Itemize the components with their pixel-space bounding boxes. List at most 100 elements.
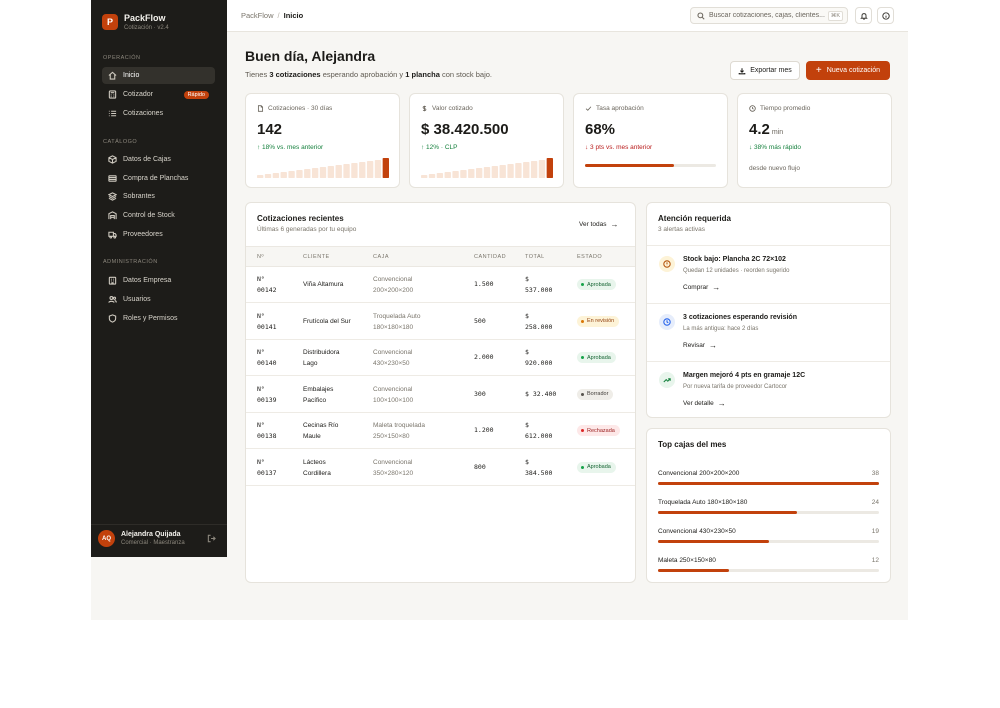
spark-bar bbox=[499, 165, 506, 178]
sidebar-item-label: Proveedores bbox=[123, 231, 163, 238]
col-total: TOTAL bbox=[525, 254, 545, 260]
box-type: Maleta troquelada 250×150×80 bbox=[373, 422, 426, 440]
spark-bar bbox=[515, 163, 522, 178]
spark-bar bbox=[444, 172, 451, 178]
kpi-delta: ↑ 12% · CLP bbox=[421, 144, 458, 151]
quantity: 500 bbox=[474, 316, 486, 325]
arrow-right-icon: → bbox=[717, 399, 726, 408]
kpi-value: $ 38.420.500 bbox=[421, 121, 509, 138]
box-count: 12 bbox=[871, 557, 879, 564]
table-header: Nº CLIENTE CAJA CANTIDAD TOTAL ESTADO bbox=[246, 246, 635, 267]
kpi-footnote: desde nuevo flujo bbox=[749, 165, 800, 172]
sidebar-item-inicio[interactable]: Inicio bbox=[102, 67, 215, 84]
spark-bar bbox=[483, 167, 491, 178]
spark-bar bbox=[351, 163, 358, 178]
alert-action-link[interactable]: Ver detalle → bbox=[683, 399, 726, 408]
sidebar-item-compra-planchas[interactable]: Compra de Planchas bbox=[102, 170, 215, 187]
spark-bar bbox=[288, 171, 295, 178]
sidebar-item-cotizaciones[interactable]: Cotizaciones bbox=[102, 105, 215, 122]
notifications-button[interactable] bbox=[855, 7, 872, 24]
info-button[interactable] bbox=[877, 7, 894, 24]
quantity: 300 bbox=[474, 389, 486, 398]
approval-progress bbox=[585, 164, 716, 167]
box-name: Troquelada Auto 180×180×180 bbox=[658, 499, 748, 506]
page-title: Buen día, Alejandra bbox=[245, 48, 376, 64]
sidebar-item-proveedores[interactable]: Proveedores bbox=[102, 226, 215, 243]
total: $ 32.400 bbox=[525, 389, 557, 398]
new-quote-button[interactable]: + Nueva cotización bbox=[806, 61, 890, 80]
export-month-button[interactable]: Exportar mes bbox=[730, 61, 800, 80]
kpi-delta: ↓ 3 pts vs. mes anterior bbox=[585, 144, 653, 151]
table-row[interactable]: N° 00141 Frutícola del Sur Troquelada Aut… bbox=[246, 304, 635, 340]
sidebar-item-control-stock[interactable]: Control de Stock bbox=[102, 207, 215, 224]
kpi-value: 142 bbox=[257, 121, 283, 138]
alert-icon bbox=[659, 256, 675, 272]
kpi-card-cotizaciones: Cotizaciones · 30 días 142 ↑ 18% vs. mes… bbox=[245, 93, 400, 188]
breadcrumb-root[interactable]: PackFlow bbox=[241, 11, 274, 20]
box-bar-fill bbox=[658, 482, 879, 485]
table-row[interactable]: N° 00142 Viña Altamura Convencional 200×20… bbox=[246, 267, 635, 303]
table-row[interactable]: N° 00139 Embalajes Pacífico Convencional 10… bbox=[246, 377, 635, 413]
badge-rapido: Rápido bbox=[183, 90, 209, 99]
info-icon bbox=[881, 11, 890, 20]
card-title: Top cajas del mes bbox=[658, 440, 727, 449]
brand-version: Cotización · v2.4 bbox=[124, 25, 169, 31]
recent-quotes-card: Cotizaciones recientes Últimas 6 generad… bbox=[245, 202, 636, 583]
search-box[interactable]: ⌘K bbox=[690, 7, 848, 24]
box-bar-fill bbox=[658, 511, 798, 514]
view-all-link[interactable]: Ver todas → bbox=[579, 220, 619, 229]
avatar: AQ bbox=[98, 530, 115, 547]
brand[interactable]: P PackFlow Cotización · v2.4 bbox=[102, 13, 169, 31]
table-row[interactable]: N° 00137 Lácteos Cordillera Convencional 35… bbox=[246, 450, 635, 486]
spark-bar bbox=[366, 161, 374, 178]
sidebar-item-sobrantes[interactable]: Sobrantes bbox=[102, 188, 215, 205]
spark-bar bbox=[452, 171, 459, 178]
home-icon bbox=[108, 71, 117, 80]
kpi-delta: ↓ 38% más rápido bbox=[749, 144, 802, 151]
low-stock-count: 1 plancha bbox=[405, 70, 440, 79]
spark-bar bbox=[436, 173, 444, 178]
sidebar-item-cotizador[interactable]: Cotizador Rápido bbox=[102, 86, 215, 103]
spark-bar bbox=[475, 168, 483, 178]
alert-title: Margen mejoró 4 pts en gramaje 12C bbox=[683, 372, 806, 379]
top-boxes-card: Top cajas del mes Convencional 200×200×2… bbox=[646, 428, 891, 583]
sparkline bbox=[257, 158, 389, 178]
box-bar-fill bbox=[658, 569, 729, 572]
list-icon bbox=[108, 110, 117, 117]
status-badge: Aprobada bbox=[577, 279, 616, 290]
shortcut-hint: ⌘K bbox=[827, 11, 843, 21]
spark-bar bbox=[421, 175, 428, 178]
sidebar-item-datos-empresa[interactable]: Datos Empresa bbox=[102, 272, 215, 289]
box-type: Convencional 430×230×50 bbox=[373, 349, 413, 367]
total: $612.000 bbox=[525, 421, 553, 440]
sidebar-item-datos-cajas[interactable]: Datos de Cajas bbox=[102, 151, 215, 168]
spark-bar bbox=[359, 162, 366, 178]
spark-bar bbox=[468, 169, 475, 178]
sidebar-item-label: Usuarios bbox=[123, 296, 151, 303]
spark-bar bbox=[272, 173, 280, 178]
logout-icon[interactable] bbox=[207, 534, 216, 543]
col-estado: ESTADO bbox=[577, 254, 603, 260]
user-profile[interactable]: AQ Alejandra Quijada Comercial · Maestra… bbox=[98, 530, 220, 547]
sidebar-item-usuarios[interactable]: Usuarios bbox=[102, 291, 215, 308]
card-subtitle: 3 alertas activas bbox=[658, 226, 705, 233]
alert-item: 3 cotizaciones esperando revisión La más… bbox=[647, 303, 890, 361]
alert-description: Por nueva tarifa de proveedor Cartocor bbox=[683, 384, 788, 390]
breadcrumb: PackFlow / Inicio bbox=[241, 11, 304, 20]
table-row[interactable]: N° 00140 Distribuidora Lago Convencional 43… bbox=[246, 340, 635, 376]
box-bar-track bbox=[658, 540, 879, 543]
pending-quotes-count: 3 cotizaciones bbox=[269, 70, 321, 79]
search-input[interactable] bbox=[709, 12, 829, 19]
col-num: Nº bbox=[257, 254, 264, 260]
spark-bar bbox=[327, 166, 335, 178]
building-icon bbox=[108, 276, 117, 285]
alert-action-link[interactable]: Revisar → bbox=[683, 341, 718, 350]
section-title-administracion: ADMINISTRACIÓN bbox=[103, 259, 158, 265]
quote-number: N° 00138 bbox=[257, 421, 277, 440]
approval-progress-fill bbox=[585, 164, 675, 167]
spark-bar bbox=[538, 160, 546, 178]
alert-action-link[interactable]: Comprar → bbox=[683, 283, 721, 292]
status-badge: En revisión bbox=[577, 315, 620, 327]
sidebar-item-roles-permisos[interactable]: Roles y Permisos bbox=[102, 310, 215, 327]
table-row[interactable]: N° 00138 Cecinas Río Maule Maleta troquela… bbox=[246, 413, 635, 449]
